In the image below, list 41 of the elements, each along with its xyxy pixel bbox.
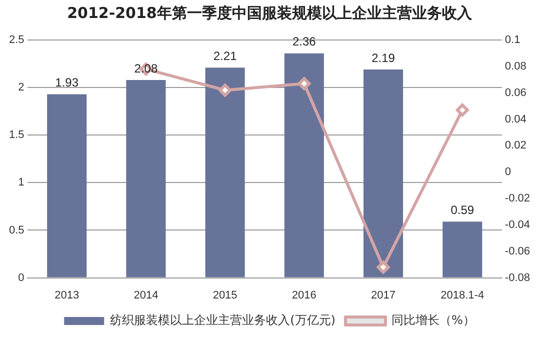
y2-tick-label: 0.1 — [504, 34, 520, 46]
y2-tick-label: 0.06 — [504, 86, 526, 99]
y2-tick-label: 0.08 — [504, 60, 526, 72]
point — [218, 84, 232, 97]
point — [376, 260, 390, 274]
point — [456, 104, 469, 117]
y-tick-label: 2.5 — [8, 34, 24, 46]
x-tick-label: 2014 — [134, 289, 158, 302]
chart-title: 2012-2018年第一季度中国服装规模以上企业主营业务收入 — [66, 3, 473, 24]
y-tick-label: 0.5 — [8, 224, 24, 236]
legend-label: 同比增长（%） — [391, 313, 475, 328]
bar — [47, 94, 87, 278]
x-tick-label: 2016 — [292, 289, 316, 302]
y2-tick-label: 0.02 — [504, 140, 526, 152]
data-label: 0.59 — [450, 202, 474, 217]
y-tick-label: 1.5 — [8, 129, 24, 142]
x-tick-label: 2017 — [371, 289, 396, 302]
y2-tick-label: 0 — [504, 166, 512, 178]
bar — [126, 80, 166, 278]
x-tick-label: 2015 — [212, 289, 238, 302]
y2-tick-label: -0.02 — [504, 192, 530, 205]
point — [298, 77, 311, 90]
data-label: 2.21 — [213, 48, 238, 63]
legend-label: 纺织服装模以上企业主营业务收入(万亿元) — [110, 313, 336, 328]
y-tick-label: 1 — [18, 176, 24, 189]
y-tick-label: 2 — [18, 82, 24, 94]
y2-tick-label: -0.04 — [504, 218, 530, 231]
x-tick-label: 2013 — [54, 289, 80, 302]
data-label: 2.08 — [134, 61, 158, 76]
data-label: 2.36 — [292, 34, 316, 49]
bar — [284, 53, 324, 278]
y2-tick-label: -0.08 — [504, 272, 530, 284]
data-label: 2.19 — [372, 50, 396, 65]
bar — [205, 68, 245, 278]
y2-tick-label: 0.04 — [504, 113, 526, 126]
x-tick-label: 2018.1-4 — [440, 289, 484, 302]
bar — [363, 69, 404, 278]
y-tick-label: 0 — [18, 272, 24, 284]
bar — [442, 222, 482, 278]
data-label: 1.93 — [55, 76, 79, 90]
y2-tick-label: -0.06 — [504, 245, 530, 258]
